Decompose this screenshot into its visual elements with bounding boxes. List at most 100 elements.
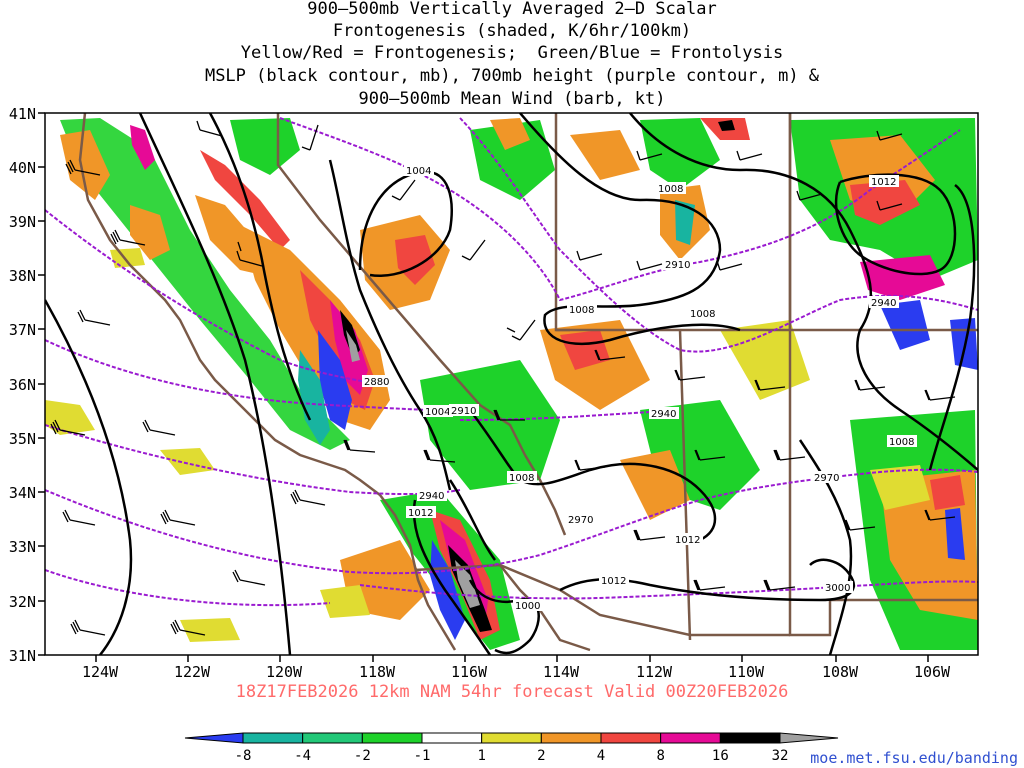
- lon-label-124w: 124W: [82, 663, 119, 681]
- lon-label-114w: 114W: [543, 663, 580, 681]
- nm-tx-border: [788, 113, 978, 637]
- shade-east-yellow: [870, 465, 930, 510]
- colorbar-label: -4: [294, 748, 311, 764]
- wind-barb: [736, 150, 763, 161]
- shade-sierra-teal: [298, 350, 330, 445]
- ca-nv-border: [276, 113, 527, 456]
- colorbar-label: 2: [537, 748, 545, 764]
- lat-label-37n: 37N: [9, 321, 36, 339]
- wind-barb: [693, 579, 726, 591]
- lon-label-122w: 122W: [174, 663, 211, 681]
- mslp-label: 1004: [425, 407, 450, 418]
- frontogenesis-shading: [45, 118, 978, 650]
- shade-coastal-orange-3: [60, 130, 110, 200]
- wind-barb: [844, 519, 876, 531]
- mslp-contour-1008-c: [629, 113, 978, 471]
- mslp-contour-1012-ne: [834, 173, 957, 276]
- shade-utah-green-1: [470, 120, 555, 200]
- wind-barb: [633, 529, 666, 541]
- mslp-labels: 1004 1008 1012 1008 1008 1004 1008 1008 …: [404, 164, 917, 612]
- height-label: 3000: [825, 583, 850, 594]
- wind-barb: [506, 319, 536, 341]
- coastline: [78, 113, 457, 651]
- wind-barb: [290, 489, 326, 506]
- mslp-label: 1000: [515, 601, 540, 612]
- mslp-label: 1012: [871, 177, 896, 188]
- title-line-5: 900–500mb Mean Wind (barb, kt): [358, 89, 666, 109]
- wind-barb: [236, 241, 263, 267]
- shade-baja-yellow: [320, 585, 370, 618]
- wind-barb: [754, 379, 786, 391]
- credit-link[interactable]: moe.met.fsu.edu/banding: [810, 749, 1018, 767]
- wind-barb: [876, 130, 903, 141]
- colorbar-label: -2: [354, 748, 371, 764]
- colorbar-label: 4: [597, 748, 605, 764]
- wind-barb: [65, 159, 101, 176]
- shade-colorado-black: [718, 120, 735, 131]
- lon-label-120w: 120W: [266, 663, 303, 681]
- height-label: 2910: [665, 260, 690, 271]
- shade-nm-orange: [620, 450, 690, 520]
- shade-ne-red: [850, 180, 920, 225]
- mslp-label: 1012: [408, 508, 433, 519]
- height-contour-2970-b: [45, 569, 331, 607]
- lon-label-108w: 108W: [822, 663, 859, 681]
- wind-barb: [796, 190, 823, 201]
- colorbar-swatch: [361, 732, 423, 744]
- wind-barb: [301, 124, 319, 151]
- wind-barb: [142, 419, 176, 436]
- wind-barb: [170, 619, 206, 636]
- colorbar-label: 1: [477, 748, 485, 764]
- wind-barb: [160, 509, 196, 526]
- mslp-contours: [45, 113, 978, 655]
- wind-barb: [391, 179, 416, 201]
- height-label: 2970: [568, 515, 593, 526]
- shade-magenta-north: [130, 125, 155, 170]
- colorbar-label: 16: [712, 748, 729, 764]
- wind-barb: [576, 250, 603, 261]
- shade-coastal-green: [60, 118, 350, 450]
- height-label: 2910: [451, 406, 476, 417]
- colorbar-swatch: [421, 732, 483, 744]
- shade-red-band-north: [200, 150, 290, 250]
- lat-label-35n: 35N: [9, 430, 36, 448]
- mslp-label: 1008: [658, 184, 683, 195]
- height-contour-2970-a: [45, 468, 978, 575]
- colorbar-label: -8: [235, 748, 252, 764]
- mslp-label: 1008: [889, 437, 914, 448]
- title-line-2: Frontogenesis (shaded, K/6hr/100km): [332, 21, 692, 41]
- wind-barb: [232, 569, 266, 586]
- shade-utah-orange-1: [490, 118, 530, 150]
- mslp-contour-1012-east: [928, 184, 976, 471]
- wind-barb: [423, 449, 456, 463]
- shade-east-orange: [880, 470, 978, 620]
- title-line-4: MSLP (black contour, mb), 700mb height (…: [204, 66, 820, 86]
- wind-barb: [636, 150, 663, 161]
- height-labels: 2910 2940 2880 2910 2940 2940 2970 2970 …: [362, 258, 899, 594]
- wind-barbs: [50, 120, 956, 636]
- lon-label-106w: 106W: [914, 663, 951, 681]
- shade-coastal-orange: [195, 195, 262, 275]
- colorbar: -8 -4 -2 -1 1 2 4 8 16 32: [184, 732, 839, 764]
- colorbar-swatch: [302, 732, 363, 744]
- shade-east-blue: [945, 508, 965, 560]
- lat-label-41n: 41N: [9, 105, 36, 123]
- shade-offshore-yellow-4: [180, 618, 240, 642]
- wind-barb: [694, 449, 726, 461]
- mslp-contour-1004-north: [358, 170, 453, 278]
- az-nm-border: [678, 329, 692, 641]
- height-contour-2880: [45, 209, 381, 386]
- title-line-3: Yellow/Red = Frontogenesis; Green/Blue =…: [240, 43, 784, 63]
- lat-label-36n: 36N: [9, 376, 36, 394]
- colorbar-arrow-high: [779, 732, 839, 744]
- shade-colorado-teal: [675, 200, 695, 245]
- lat-label-33n: 33N: [9, 538, 36, 556]
- latitude-axis: [38, 112, 45, 656]
- mslp-label: 1008: [690, 309, 715, 320]
- wind-barb: [62, 509, 96, 526]
- mslp-contour-1008-b: [519, 113, 741, 345]
- shade-utah-orange-2: [570, 130, 640, 180]
- shade-offshore-yellow-2: [160, 448, 215, 475]
- colorbar-label: 32: [772, 748, 789, 764]
